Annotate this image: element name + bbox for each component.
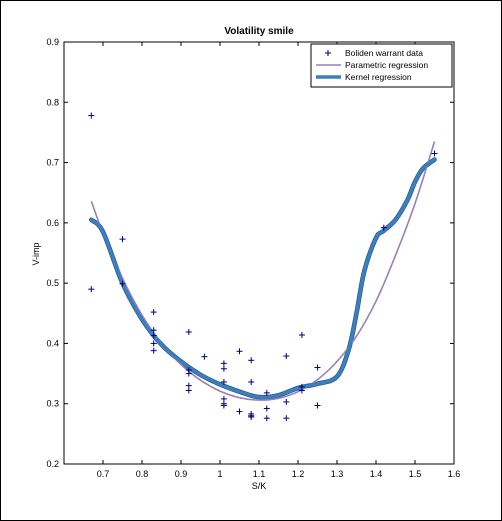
- data-point: [150, 340, 157, 347]
- legend-label-scatter: Boliden warrant data: [345, 48, 423, 58]
- data-point: [298, 331, 305, 338]
- y-axis-label: V-imp: [31, 242, 41, 265]
- x-tick-label: 1.3: [331, 469, 344, 479]
- data-point: [263, 389, 270, 396]
- x-tick-label: 1.4: [370, 469, 383, 479]
- data-point: [248, 379, 255, 386]
- data-point: [283, 353, 290, 360]
- data-point: [150, 347, 157, 354]
- y-tick-label: 0.7: [46, 158, 59, 168]
- legend-plus-marker-icon: [325, 50, 331, 56]
- data-point: [283, 398, 290, 405]
- y-tick-label: 0.8: [46, 97, 59, 107]
- x-tick-label: 0.8: [136, 469, 149, 479]
- y-tick-label: 0.6: [46, 218, 59, 228]
- legend-label-kernel: Kernel regression: [345, 72, 412, 82]
- parametric-regression-line: [90, 141, 436, 401]
- x-tick-label: 1.6: [448, 469, 461, 479]
- data-point: [220, 360, 227, 367]
- scatter-points: [88, 112, 438, 422]
- data-point: [150, 309, 157, 316]
- legend-item-kernel: Kernel regression: [316, 72, 412, 82]
- data-point: [248, 413, 255, 420]
- data-point: [119, 280, 126, 287]
- data-point: [201, 353, 208, 360]
- y-tick-label: 0.5: [46, 278, 59, 288]
- data-point: [314, 402, 321, 409]
- data-point: [380, 224, 387, 231]
- data-point: [150, 327, 157, 334]
- data-point: [185, 387, 192, 394]
- data-point: [263, 415, 270, 422]
- x-tick-label: 1.5: [409, 469, 422, 479]
- data-point: [185, 328, 192, 335]
- data-point: [119, 236, 126, 243]
- x-tick-label: 1: [217, 469, 222, 479]
- data-point: [185, 370, 192, 377]
- data-point: [150, 332, 157, 339]
- x-tick-label: 1.2: [292, 469, 305, 479]
- series-layer: [89, 141, 437, 401]
- legend-item-parametric: Parametric regression: [316, 60, 428, 70]
- x-tick-label: 0.7: [97, 469, 110, 479]
- legend-item-scatter: Boliden warrant data: [325, 48, 423, 58]
- data-point: [248, 357, 255, 364]
- x-tick-label: 0.9: [175, 469, 188, 479]
- y-tick-label: 0.3: [46, 399, 59, 409]
- data-point: [88, 286, 95, 293]
- data-point: [88, 112, 95, 119]
- legend-label-parametric: Parametric regression: [345, 60, 428, 70]
- legend: Boliden warrant data Parametric regressi…: [310, 43, 453, 88]
- x-axis-label: S/K: [252, 481, 267, 491]
- data-point: [263, 405, 270, 412]
- data-point: [236, 408, 243, 415]
- plot-area: [63, 41, 455, 465]
- x-tick-label: 1.1: [253, 469, 266, 479]
- y-tick-label: 0.4: [46, 338, 59, 348]
- data-point: [220, 379, 227, 386]
- axis-ticks: 0.7 0.8 0.9 1 1.1 1.2 1.3 1.4 1.5 1.6 0.2 0.3 0.4 0.5…: [46, 37, 460, 479]
- data-point: [220, 400, 227, 407]
- kernel-regression-line: [89, 157, 437, 399]
- y-tick-label: 0.2: [46, 459, 59, 469]
- chart-title: Volatility smile: [224, 26, 294, 37]
- data-point: [314, 364, 321, 371]
- data-point: [236, 348, 243, 355]
- data-point: [298, 387, 305, 394]
- data-point: [283, 415, 290, 422]
- data-point: [220, 365, 227, 372]
- y-tick-label: 0.9: [46, 37, 59, 47]
- data-point: [431, 150, 438, 157]
